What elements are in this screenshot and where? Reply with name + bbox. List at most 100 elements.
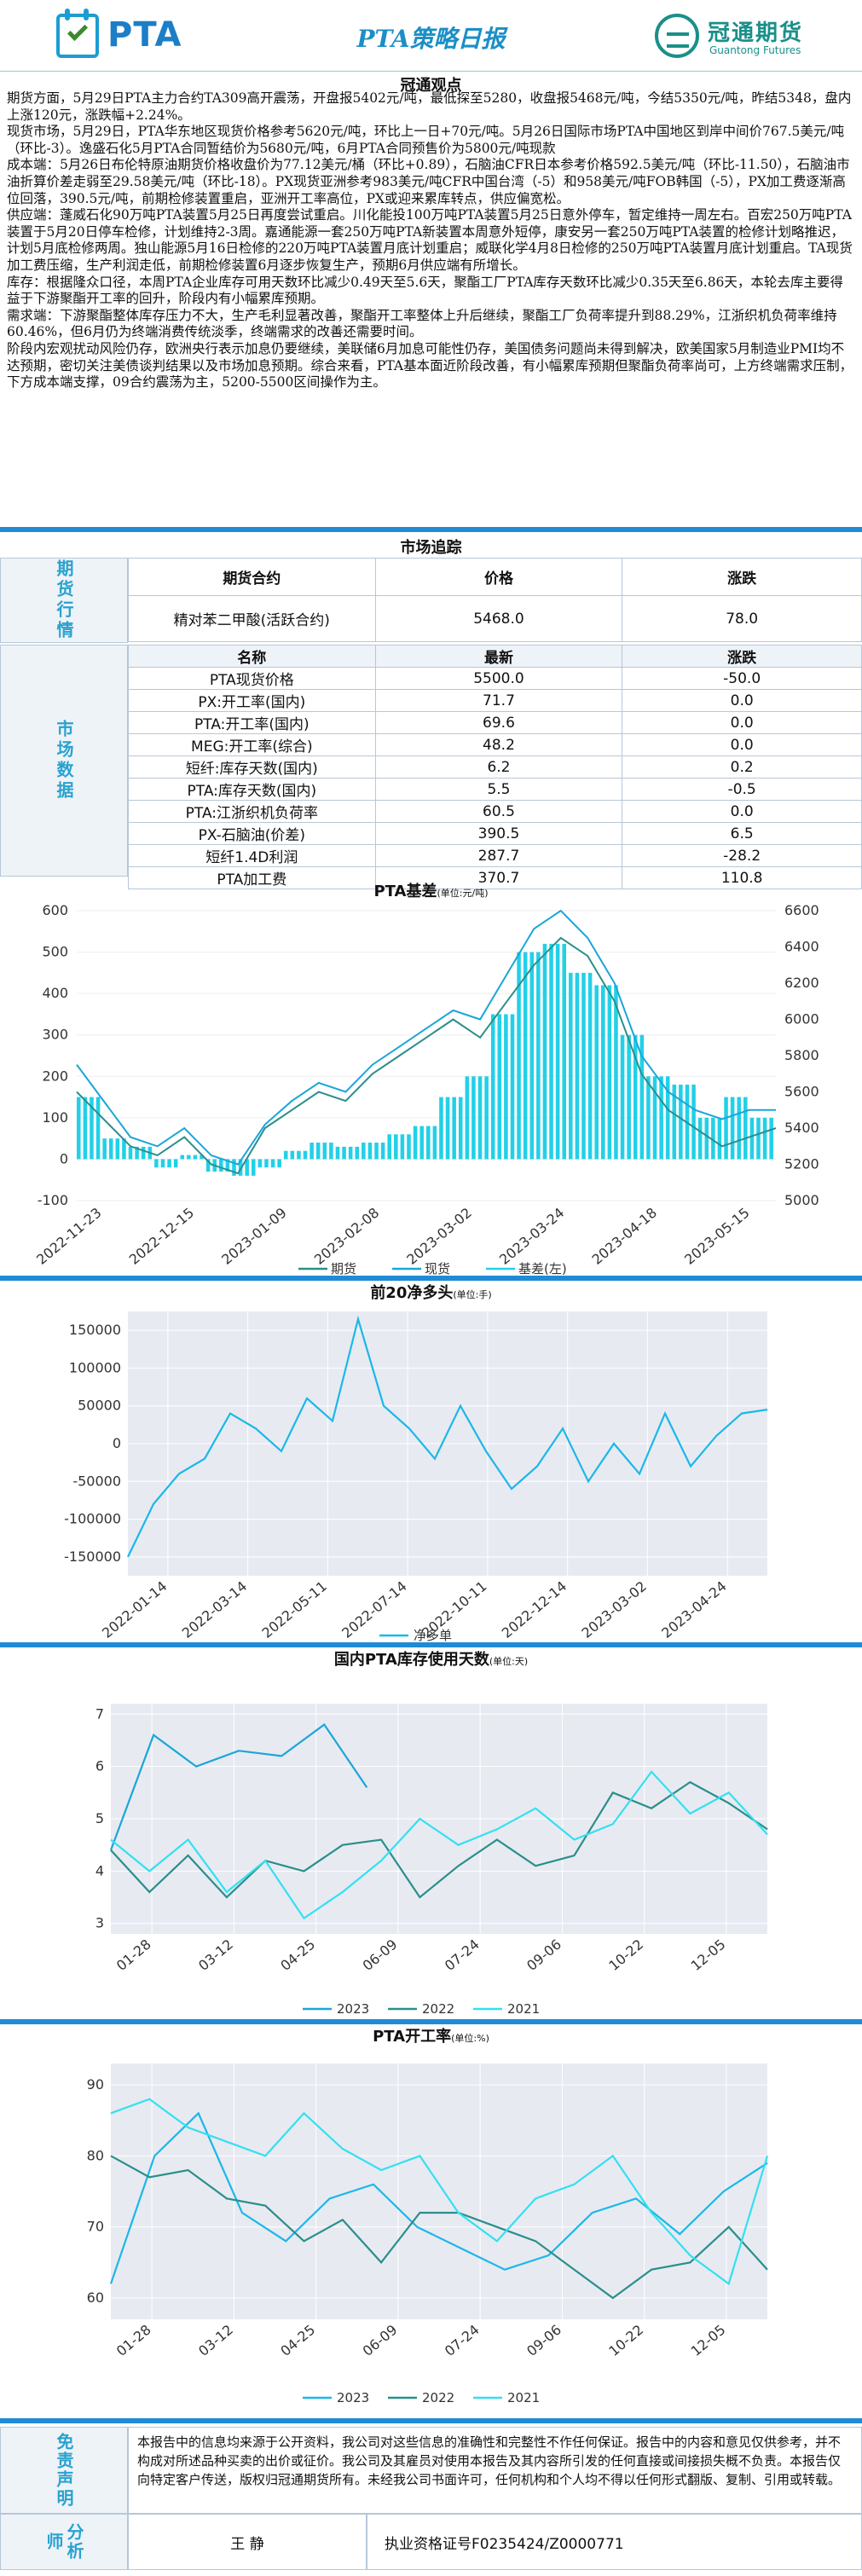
page-header: PTA PTA策略日报 冠通期货 Guantong Futures — [0, 0, 862, 72]
series-line — [76, 936, 777, 1175]
views-title: 冠通观点 — [400, 77, 462, 95]
views-body: 期货方面，5月29日PTA主力合约TA309高开震荡，开盘报5402元/吨，最低… — [7, 90, 855, 391]
basis-bar — [108, 1138, 113, 1160]
legend-label: 2023 — [337, 2390, 369, 2405]
basis-bar — [264, 1159, 269, 1168]
table-cell: PTA:开工率(国内) — [128, 711, 376, 734]
basis-bar — [484, 1076, 489, 1160]
table-cell: 78.0 — [622, 595, 862, 642]
table-cell: 71.7 — [374, 689, 623, 712]
table-cell: 短纤:库存天数(国内) — [128, 755, 376, 779]
table-cell: 短纤1.4D利润 — [128, 844, 376, 867]
basis-bar — [167, 1159, 171, 1168]
chart-title-text: PTA开工率 — [373, 2028, 452, 2046]
disclaimer-text: 本报告中的信息均来源于公开资料，我公司对这些信息的准确性和完整性不作任何保证。报… — [128, 2427, 862, 2514]
table-row: 短纤:库存天数(国内) 6.2 0.2 — [128, 755, 862, 779]
x-tick-label: 2022-03-14 — [179, 1578, 250, 1641]
y2-tick-label: 6200 — [784, 975, 819, 991]
basis-bar — [400, 1134, 405, 1160]
basis-bar — [562, 943, 566, 1160]
table-cell: -50.0 — [622, 667, 862, 690]
series-line — [109, 2111, 768, 2284]
basis-bar — [724, 1097, 728, 1160]
basis-bar — [575, 972, 580, 1160]
table-cell: 5.5 — [374, 778, 623, 801]
basis-bar — [633, 1034, 638, 1160]
x-tick-label: 12-05 — [688, 2322, 729, 2359]
basis-bar — [536, 952, 541, 1160]
x-tick-label: 06-09 — [360, 2322, 401, 2359]
basis-bar — [490, 1014, 495, 1160]
y-tick-label: 0 — [60, 1150, 68, 1166]
y-tick-label: 90 — [87, 2076, 104, 2093]
basis-bar — [348, 1146, 353, 1160]
basis-bar — [419, 1126, 424, 1160]
series-line — [127, 1315, 768, 1558]
table-header: 价格 — [374, 558, 623, 596]
views-paragraph: 现货市场，5月29日，PTA华东地区现货价格参考5620元/吨，环比上一日+70… — [7, 124, 845, 156]
y-tick-label: 70 — [87, 2219, 104, 2235]
table-cell: PX-石脑油(价差) — [128, 822, 376, 845]
x-tick-label: 10-22 — [605, 2322, 646, 2359]
disclaimer-label-text: 免责声明 — [54, 2433, 74, 2508]
x-tick-label: 12-05 — [688, 1936, 729, 1974]
views-paragraph: 供应端：蓬威石化90万吨PTA装置5月25日再度尝试重启。川化能投100万吨PT… — [7, 207, 853, 273]
y-tick-label: -100 — [38, 1192, 68, 1208]
basis-bar — [477, 1076, 483, 1160]
basis-bar — [252, 1159, 256, 1176]
section-divider — [0, 527, 862, 532]
x-tick-label: 06-09 — [360, 1936, 401, 1974]
basis-bar — [225, 1159, 230, 1172]
y-tick-label: 100000 — [69, 1359, 121, 1375]
basis-bar — [458, 1097, 463, 1160]
basis-bar — [342, 1146, 346, 1160]
x-tick-label: 2022-11-23 — [33, 1205, 104, 1268]
basis-bar — [426, 1126, 431, 1160]
y-tick-label: 60 — [87, 2289, 104, 2306]
table-header-row: 名称 最新 涨跌 — [128, 645, 862, 668]
basis-bar — [697, 1117, 703, 1160]
basis-bar — [374, 1143, 379, 1160]
analyst-license: 执业资格证号F0235424/Z0000771 — [367, 2514, 862, 2570]
table-cell: 5500.0 — [374, 667, 623, 690]
x-tick-label: 09-06 — [524, 1936, 564, 1974]
basis-bar — [465, 1076, 470, 1160]
basis-bar — [380, 1143, 385, 1160]
company-name-en: Guantong Futures — [709, 44, 801, 56]
x-tick-label: 2022-07-14 — [338, 1578, 409, 1641]
basis-bar — [704, 1117, 709, 1160]
y2-tick-label: 5800 — [784, 1047, 819, 1063]
table-cell: 60.5 — [374, 800, 623, 823]
market-title: 市场追踪 — [400, 539, 462, 557]
basis-bar — [607, 985, 612, 1160]
x-tick-label: 2023-04-24 — [658, 1578, 729, 1641]
basis-bar — [180, 1155, 185, 1160]
data-side-label: 市场数据 — [0, 645, 128, 877]
basis-bar — [679, 1085, 683, 1160]
basis-chart-title: PTA基差(单位:元/吨) — [0, 879, 862, 901]
x-tick-label: 07-24 — [442, 1936, 483, 1974]
chart-title-text: PTA基差 — [373, 883, 437, 900]
y-tick-label: 4 — [95, 1862, 104, 1878]
legend-label: 期货 — [331, 1261, 356, 1276]
table-cell: PTA:库存天数(国内) — [128, 778, 376, 801]
footer: 免责声明 本报告中的信息均来源于公开资料，我公司对这些信息的准确性和完整性不作任… — [0, 2427, 862, 2572]
legend-label: 2022 — [422, 2390, 454, 2405]
analyst-label-text: 分析师 — [43, 2523, 84, 2561]
views-paragraph: 成本端：5月26日布伦特原油期货价格收盘价为77.12美元/桶（环比+0.89）… — [7, 157, 850, 206]
basis-bar — [95, 1097, 101, 1160]
table-cell: 390.5 — [374, 822, 623, 845]
basis-chart-svg: 600 500 400 300 200 100 0 -100 6600 6400 6200 6000 5… — [33, 902, 819, 1276]
basis-bar — [756, 1117, 761, 1160]
basis-bar — [77, 1097, 81, 1160]
views-paragraph: 期货方面，5月29日PTA主力合约TA309高开震荡，开盘报5402元/吨，最低… — [7, 90, 852, 123]
basis-bar — [529, 952, 535, 1160]
table-cell: 0.0 — [622, 711, 862, 734]
basis-bar — [497, 1014, 502, 1160]
basis-bar — [691, 1085, 696, 1160]
y-tick-label: 100 — [42, 1109, 68, 1126]
basis-bar — [711, 1117, 715, 1160]
basis-bar — [310, 1143, 314, 1160]
legend-label: 现货 — [425, 1261, 450, 1276]
views-paragraph: 库存：根据隆众口径，本周PTA企业库存可用天数环比减少0.49天至5.6天，聚酯… — [7, 274, 843, 307]
